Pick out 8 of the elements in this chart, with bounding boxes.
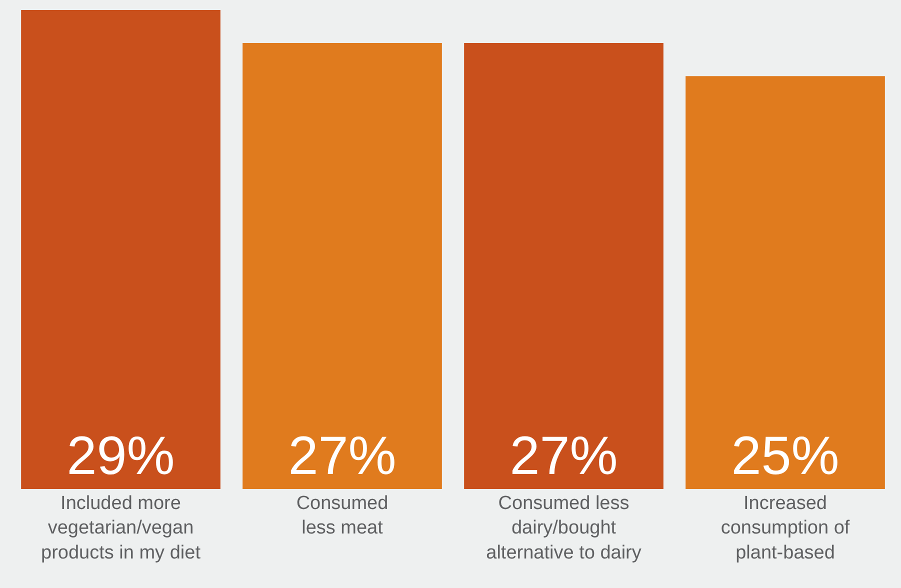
data-label: 25%: [731, 426, 840, 486]
x-tick-label: Increased consumption of plant-based: [720, 493, 850, 564]
x-tick-label: Consumed less dairy/bought alternative to dairy: [486, 493, 642, 564]
data-label: 29%: [66, 426, 175, 486]
x-tick-label: Consumed less meat: [296, 493, 388, 539]
data-label: 27%: [510, 426, 618, 486]
data-label: 27%: [288, 426, 396, 486]
x-tick-label: Included more vegetarian/vegan products in my diet: [41, 493, 202, 564]
